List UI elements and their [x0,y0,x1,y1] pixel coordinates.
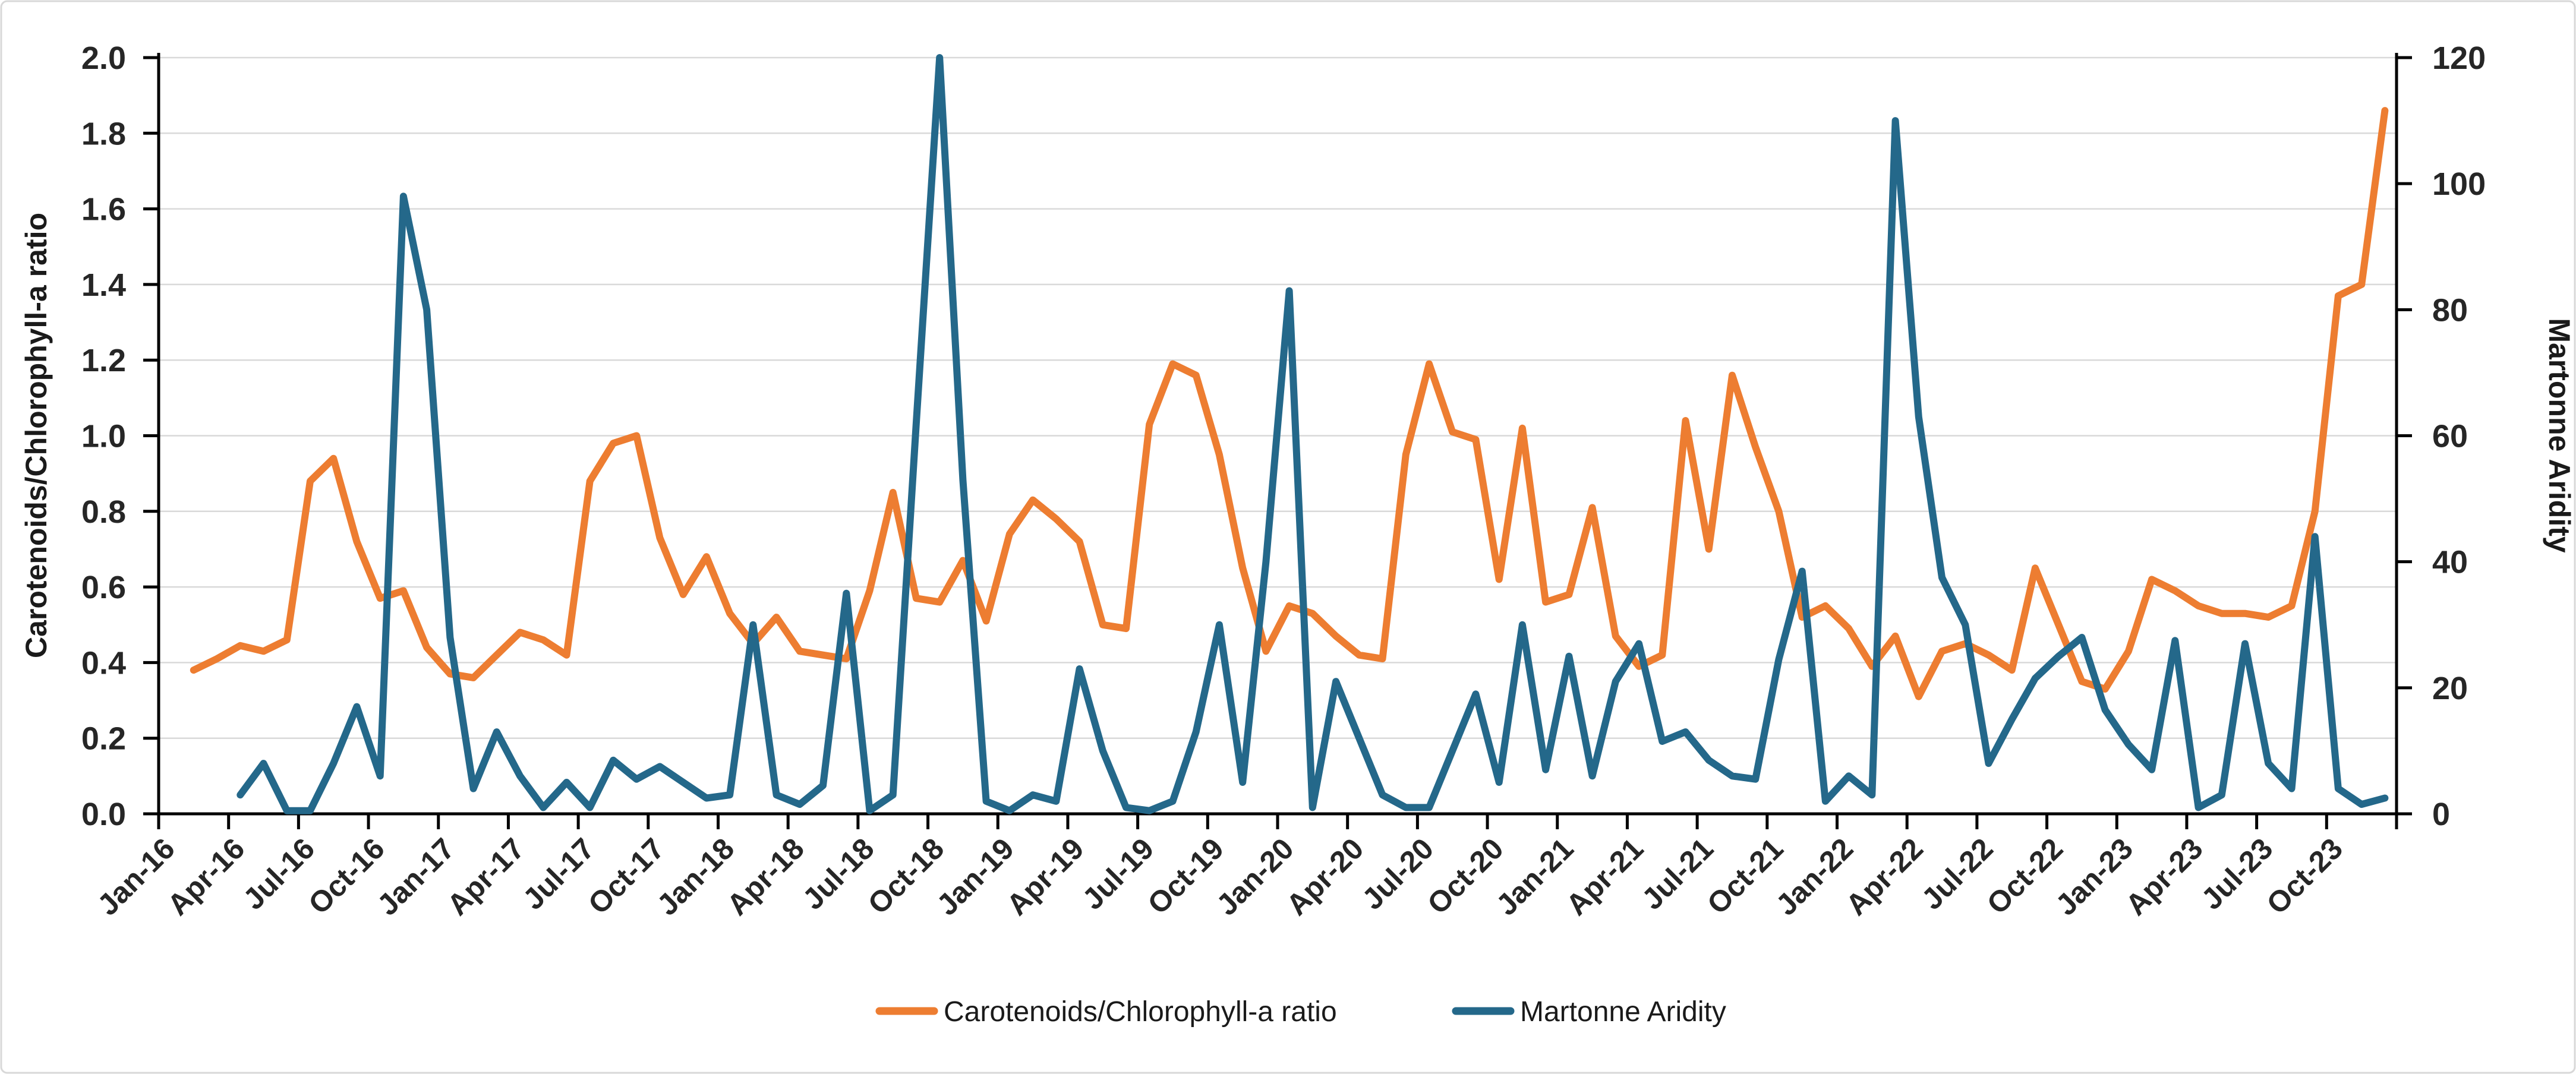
y-tick-label-right: 100 [2432,166,2486,202]
y-tick-label-left: 0.6 [81,570,126,605]
y-axis-title-left: Carotenoids/Chlorophyll-a ratio [20,213,53,658]
y-tick-label-right: 60 [2432,419,2468,454]
legend-label-carotenoids: Carotenoids/Chlorophyll-a ratio [944,996,1337,1028]
y-tick-label-left: 1.4 [81,267,126,303]
y-tick-label-left: 0.0 [81,797,126,832]
series-line-aridity [237,54,2389,814]
series-lines [190,54,2389,814]
y-tick-label-left: 1.0 [81,419,126,454]
legend-label-aridity: Martonne Aridity [1520,996,1726,1028]
y-tick-label-left: 0.2 [81,721,126,757]
y-tick-label-left: 1.2 [81,343,126,378]
gridlines [159,56,2397,739]
y-tick-label-left: 2.0 [81,40,126,76]
y-tick-label-left: 1.8 [81,116,126,151]
y-tick-label-right: 40 [2432,545,2468,580]
y-tick-label-left: 1.6 [81,192,126,228]
y-axis-title-right: Martonne Aridity [2543,318,2576,553]
y-tick-label-right: 20 [2432,671,2468,706]
legend: Carotenoids/Chlorophyll-a ratio Martonne… [875,996,1726,1028]
y-tick-label-right: 0 [2432,797,2450,832]
y-tick-label-right: 120 [2432,40,2486,76]
y-axis-tick-labels-right: 0 20 40 60 80 100 120 [2432,40,2486,832]
y-tick-label-left: 0.8 [81,494,126,530]
y-tick-label-right: 80 [2432,292,2468,328]
axes [143,53,2412,829]
y-axis-tick-labels-left: 0.0 0.2 0.4 0.6 0.8 1.0 1.2 1.4 1.6 1.8 2.0 [81,40,126,832]
series-line-carotenoids [190,107,2389,700]
y-tick-label-left: 0.4 [81,645,126,681]
